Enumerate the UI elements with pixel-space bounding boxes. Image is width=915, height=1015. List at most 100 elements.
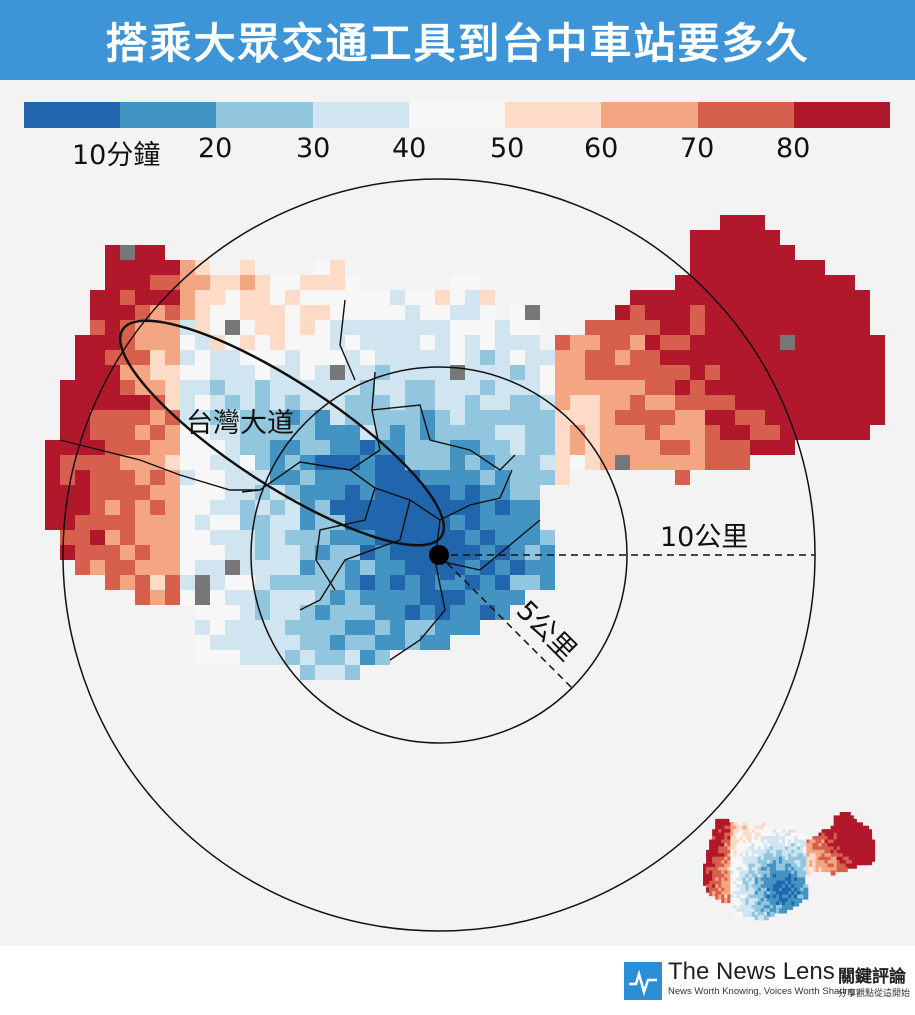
inset-cell (857, 853, 863, 859)
grid-cell (720, 275, 735, 290)
grid-cell (105, 455, 120, 470)
grid-cell (840, 410, 855, 425)
inset-cell (745, 832, 751, 838)
inset-cell (857, 829, 863, 835)
inset-cell (715, 884, 721, 890)
inset-cell (864, 832, 870, 838)
legend-label: 80 (776, 133, 811, 164)
inset-cell (739, 894, 745, 900)
grid-cell (540, 575, 555, 590)
inset-cell (763, 884, 769, 890)
district-boundaries (59, 299, 541, 661)
grid-cell (360, 320, 375, 335)
inset-cell (712, 839, 718, 845)
grid-cell (810, 380, 825, 395)
inset-cell (824, 842, 830, 848)
inset-cell (766, 839, 772, 845)
grid-cell (570, 350, 585, 365)
inset-cell (794, 894, 800, 900)
grid-cell (375, 305, 390, 320)
grid-cell (195, 500, 210, 515)
inset-cell (778, 846, 784, 852)
inset-cell (782, 898, 788, 904)
grid-cell (780, 365, 795, 380)
grid-cell (540, 455, 555, 470)
inset-cell (800, 836, 806, 842)
grid-cell (255, 380, 270, 395)
inset-cell (839, 829, 845, 835)
inset-cell (730, 891, 736, 897)
grid-cell (510, 365, 525, 380)
taichung-station-marker (429, 545, 449, 565)
inset-cell (748, 839, 754, 845)
grid-cell (75, 365, 90, 380)
inset-cell (760, 908, 766, 914)
grid-cell (210, 620, 225, 635)
inset-cell (760, 915, 766, 921)
grid-cell (345, 275, 360, 290)
grid-cell (510, 470, 525, 485)
inset-cell (754, 839, 760, 845)
inset-cell (757, 853, 763, 859)
grid-cell (465, 305, 480, 320)
grid-cell (465, 275, 480, 290)
grid-cell (330, 350, 345, 365)
grid-cell (330, 380, 345, 395)
grid-cell (405, 530, 420, 545)
legend-label: 50 (490, 133, 525, 164)
grid-cell (135, 485, 150, 500)
grid-cell (315, 275, 330, 290)
inset-cell (754, 832, 760, 838)
grid-cell (225, 575, 240, 590)
grid-cell (525, 575, 540, 590)
grid-cell (480, 410, 495, 425)
grid-cell (90, 365, 105, 380)
grid-cell (540, 545, 555, 560)
grid-cell (810, 260, 825, 275)
inset-cell (851, 853, 857, 859)
taiwan-boulevard-ellipse (118, 319, 446, 547)
inset-cell (766, 829, 772, 835)
grid-cell (465, 320, 480, 335)
grid-cell (270, 290, 285, 305)
grid-cell (105, 245, 120, 260)
inset-cell (839, 842, 845, 848)
grid-cell (195, 635, 210, 650)
inset-cell (742, 856, 748, 862)
inset-cell (782, 853, 788, 859)
grid-cell (390, 515, 405, 530)
grid-cell (210, 530, 225, 545)
inset-cell (748, 856, 754, 862)
inset-cell (730, 836, 736, 842)
grid-cell (600, 455, 615, 470)
inset-cell (763, 846, 769, 852)
inset-cell (845, 860, 851, 866)
grid-cell (360, 290, 375, 305)
grid-cell (630, 305, 645, 320)
grid-cell (240, 395, 255, 410)
grid-cell (510, 380, 525, 395)
grid-cell (555, 365, 570, 380)
inset-cell (766, 884, 772, 890)
grid-cell (330, 605, 345, 620)
grid-cell (195, 605, 210, 620)
inset-cell (821, 832, 827, 838)
grid-cell (300, 545, 315, 560)
travel-time-grid (45, 215, 885, 680)
grid-cell (60, 545, 75, 560)
grid-cell (300, 620, 315, 635)
inset-cell (772, 832, 778, 838)
inset-cell (736, 856, 742, 862)
inset-cell (842, 853, 848, 859)
inset-cell (778, 908, 784, 914)
inset-cell (864, 836, 870, 842)
inset-cell (727, 870, 733, 876)
inset-cell (724, 856, 730, 862)
inset-cell (824, 853, 830, 859)
grid-cell (150, 485, 165, 500)
grid-cell (255, 635, 270, 650)
grid-cell (120, 440, 135, 455)
inset-cell (718, 863, 724, 869)
grid-cell (585, 320, 600, 335)
grid-cell (360, 515, 375, 530)
